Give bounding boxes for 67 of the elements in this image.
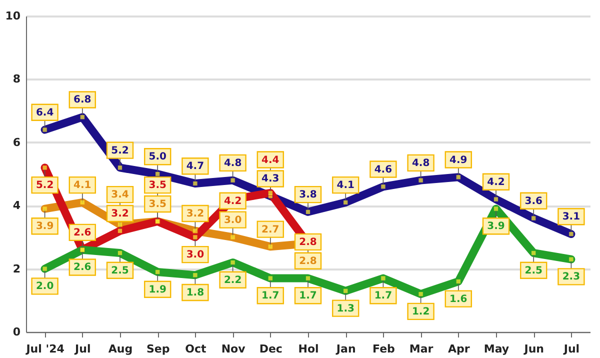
data-label: 2.3 xyxy=(562,272,580,283)
data-label: 4.8 xyxy=(224,158,242,169)
y-tick-label: 10 xyxy=(5,10,21,22)
x-tick-label: Aug xyxy=(108,342,133,356)
x-tick-label: Jan xyxy=(335,342,356,356)
x-tick-label: Jul '24 xyxy=(25,342,65,356)
data-label: 2.5 xyxy=(111,265,129,276)
data-label: 2.5 xyxy=(524,265,542,276)
x-tick-label: Apr xyxy=(448,342,470,356)
data-label: 4.1 xyxy=(74,180,92,192)
x-tick-label: Dec xyxy=(259,342,282,356)
y-tick-label: 0 xyxy=(12,326,21,338)
data-label: 4.7 xyxy=(186,161,204,172)
data-label: 3.2 xyxy=(186,208,204,220)
data-label: 1.8 xyxy=(186,288,204,298)
data-label: 5.2 xyxy=(111,145,129,156)
x-tick-label: Hol xyxy=(298,342,319,356)
data-label: 4.4 xyxy=(262,154,280,166)
data-label: 5.0 xyxy=(148,152,166,163)
y-tick-label: 6 xyxy=(12,136,21,149)
data-label: 1.7 xyxy=(374,290,392,302)
data-label: 1.6 xyxy=(450,294,468,305)
data-label: 2.2 xyxy=(224,274,242,286)
data-label: 1.7 xyxy=(299,290,317,302)
x-tick-label: Feb xyxy=(372,342,396,356)
x-tick-label: Mar xyxy=(409,342,434,356)
data-label: 4.9 xyxy=(450,154,468,166)
x-tick-label: Oct xyxy=(185,342,206,356)
data-label: 2.6 xyxy=(74,262,92,274)
data-label: 4.6 xyxy=(374,164,392,176)
data-label: 1.2 xyxy=(412,306,430,318)
data-label: 2.6 xyxy=(74,227,92,238)
data-label: 4.1 xyxy=(336,180,354,192)
data-label: 5.2 xyxy=(36,180,54,192)
data-label: 3.2 xyxy=(111,208,129,220)
data-label: 2.8 xyxy=(299,236,317,248)
x-tick-label: Jul xyxy=(74,342,91,356)
data-label: 4.2 xyxy=(224,196,242,207)
y-tick-label: 4 xyxy=(12,199,21,212)
data-label: 3.5 xyxy=(148,199,166,210)
data-label: 3.6 xyxy=(524,196,542,207)
data-label: 3.0 xyxy=(186,250,204,261)
y-tick-label: 8 xyxy=(12,72,20,86)
data-label: 2.7 xyxy=(262,224,280,236)
x-tick-label: Sep xyxy=(146,342,170,356)
data-label: 6.4 xyxy=(36,107,54,118)
data-label: 3.0 xyxy=(224,214,242,226)
data-label: 4.3 xyxy=(262,174,280,185)
x-tick-label: Jul xyxy=(562,342,580,356)
data-label: 3.1 xyxy=(562,212,580,223)
data-label: 2.0 xyxy=(36,281,54,292)
data-label: 3.9 xyxy=(36,221,54,232)
x-tick-label: May xyxy=(484,342,510,356)
x-tick-label: Nov xyxy=(221,342,246,356)
data-label: 3.9 xyxy=(487,221,505,232)
data-label: 1.9 xyxy=(148,284,166,296)
data-label: 4.2 xyxy=(487,176,505,188)
data-label: 2.8 xyxy=(299,256,317,267)
data-label: 4.8 xyxy=(412,158,430,169)
data-label: 6.8 xyxy=(74,94,92,106)
data-label: 3.5 xyxy=(148,180,166,192)
data-label: 1.3 xyxy=(336,303,354,314)
data-label: 1.7 xyxy=(262,290,280,302)
data-label: 3.8 xyxy=(299,190,317,201)
data-label: 3.4 xyxy=(111,190,129,201)
x-tick-label: Jun xyxy=(523,342,544,356)
y-tick-label: 2 xyxy=(12,262,20,276)
